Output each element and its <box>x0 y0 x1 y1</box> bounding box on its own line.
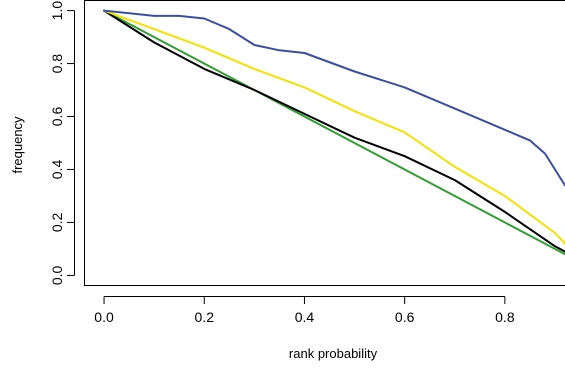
y-axis-title: frequency <box>10 116 25 174</box>
x-axis-title: rank probability <box>289 346 378 361</box>
series-line-4 <box>103 9 565 187</box>
series-line-1 <box>103 9 565 256</box>
y-tick-label: 0.6 <box>49 107 65 127</box>
x-axis: 0.0 0.2 0.4 0.6 0.8 <box>94 296 515 325</box>
x-tick-label: 0.2 <box>195 309 215 325</box>
y-tick-label: 0.4 <box>49 160 65 180</box>
x-tick-label: 0.0 <box>94 309 114 325</box>
plot-box <box>84 0 565 286</box>
y-tick-label: 1.0 <box>49 1 65 21</box>
x-tick-label: 0.4 <box>295 309 315 325</box>
x-tick-label: 0.6 <box>395 309 415 325</box>
series-line-3 <box>103 9 565 245</box>
plot-area <box>84 0 565 286</box>
y-axis: 0.0 0.2 0.4 0.6 0.8 1.0 <box>49 1 75 285</box>
x-tick-label: 0.8 <box>495 309 515 325</box>
y-tick-label: 0.2 <box>49 212 65 232</box>
y-tick-label: 0.8 <box>49 54 65 74</box>
series-layer <box>103 9 565 256</box>
y-tick-label: 0.0 <box>49 265 65 285</box>
series-line-2 <box>103 9 565 253</box>
